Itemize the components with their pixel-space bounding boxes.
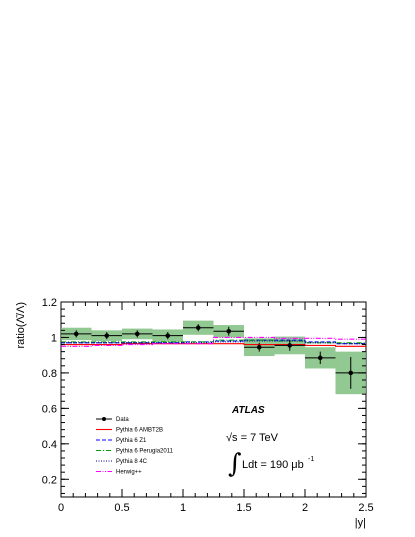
integral-sign: ∫	[228, 449, 242, 479]
mc-curves	[61, 336, 366, 347]
x-tick-label: 0	[58, 502, 64, 514]
legend-label: Data	[116, 417, 129, 423]
data-point	[195, 325, 201, 331]
x-tick-label: 2.5	[358, 502, 373, 514]
x-tick-label: 1.5	[236, 502, 251, 514]
data-point	[256, 344, 262, 350]
plot-frame	[60, 301, 367, 498]
data-point	[226, 328, 232, 334]
energy-label: √s = 7 TeV	[226, 432, 279, 444]
y-axis-title: ratio(Λ̄/Λ)	[15, 302, 27, 348]
mc-line	[61, 339, 366, 345]
data-point	[73, 331, 79, 337]
luminosity-label: Ldt = 190 μb	[242, 459, 304, 471]
data-point	[104, 333, 110, 338]
legend-data-marker	[102, 417, 106, 421]
mc-line	[61, 340, 366, 345]
data-points	[61, 324, 366, 389]
y-tick-label: 0.6	[42, 403, 57, 415]
data-point	[165, 333, 171, 338]
y-tick-label: 0.2	[42, 474, 57, 486]
luminosity-sup: -1	[308, 456, 314, 463]
mc-line	[61, 343, 366, 347]
y-tick-label: 0.8	[42, 368, 57, 380]
legend-label: Pythia 6 AMBT2B	[116, 428, 163, 434]
legend-label: Herwig++	[116, 470, 142, 476]
x-axis-title: |y|	[355, 517, 366, 529]
y-tick-label: 0.4	[42, 439, 57, 451]
data-point	[317, 355, 323, 361]
x-tick-label: 2	[302, 502, 308, 514]
data-point	[287, 343, 293, 348]
data-point	[134, 331, 140, 337]
x-tick-label: 1	[180, 502, 186, 514]
legend-label: Pythia 6 Perugia2011	[116, 449, 174, 455]
data-point	[348, 370, 354, 376]
legend-label: Pythia 6 Z1	[116, 438, 147, 444]
axes: 0 0.5 1 1.5 2 2.5 0.2 0.4 0.6 0.8 1 1.2	[42, 297, 374, 514]
x-tick-label: 0.5	[114, 502, 129, 514]
y-tick-label: 1.2	[42, 297, 57, 309]
atlas-label: ATLAS	[231, 405, 265, 416]
legend: Data Pythia 6 AMBT2B Pythia 6 Z1 Pythia 6 P…	[96, 417, 174, 476]
legend-label: Pythia 8 4C	[116, 459, 148, 465]
y-tick-label: 1	[51, 332, 57, 344]
